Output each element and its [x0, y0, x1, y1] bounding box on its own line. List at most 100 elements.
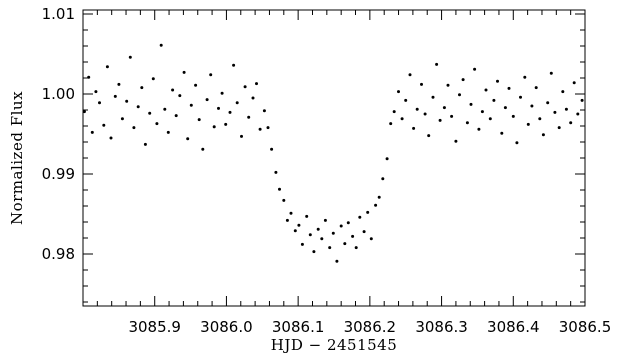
y-tick-label: 0.99	[42, 165, 75, 183]
data-point	[340, 225, 343, 228]
data-point	[558, 126, 561, 129]
data-point	[523, 76, 526, 79]
data-point	[259, 128, 262, 131]
data-point	[194, 84, 197, 87]
data-point	[229, 111, 232, 114]
data-point	[155, 122, 158, 125]
data-point	[512, 115, 515, 118]
data-point	[381, 177, 384, 180]
data-point	[247, 116, 250, 119]
data-point	[163, 108, 166, 111]
y-tick-label: 0.98	[42, 245, 75, 263]
data-point	[473, 68, 476, 71]
data-point	[508, 87, 511, 90]
data-point	[221, 92, 224, 95]
x-tick-label: 3086.2	[344, 318, 397, 336]
data-point	[309, 233, 312, 236]
data-point	[301, 243, 304, 246]
data-point	[386, 157, 389, 160]
data-point	[409, 73, 412, 76]
data-point	[121, 117, 124, 120]
data-point	[412, 127, 415, 130]
data-point	[458, 93, 461, 96]
data-point	[530, 105, 533, 108]
data-point	[167, 131, 170, 134]
data-point	[94, 90, 97, 93]
data-point	[347, 221, 350, 224]
data-point	[343, 242, 346, 245]
data-point	[538, 117, 541, 120]
data-point	[527, 123, 530, 126]
data-point	[550, 72, 553, 75]
x-tick-label: 3086.4	[487, 318, 540, 336]
plot-frame	[83, 10, 585, 306]
data-point	[569, 121, 572, 124]
data-point	[236, 101, 239, 104]
data-point	[374, 204, 377, 207]
x-tick-label: 3086.1	[272, 318, 325, 336]
data-point	[312, 250, 315, 253]
data-point	[148, 112, 151, 115]
data-point	[351, 235, 354, 238]
data-point	[485, 89, 488, 92]
y-tick-labels: 0.98 0.99 1.00 1.01	[42, 5, 75, 263]
data-point	[328, 246, 331, 249]
data-point	[152, 77, 155, 80]
data-point	[576, 113, 579, 116]
data-point	[198, 118, 201, 121]
data-point	[106, 65, 109, 68]
data-point	[305, 215, 308, 218]
data-point	[171, 89, 174, 92]
data-point	[201, 148, 204, 151]
data-point	[252, 97, 255, 100]
data-point	[492, 99, 495, 102]
data-point	[393, 110, 396, 113]
data-point	[470, 103, 473, 106]
data-point	[477, 128, 480, 131]
data-point	[263, 109, 266, 112]
data-point	[217, 107, 220, 110]
data-point	[282, 199, 285, 202]
data-point	[137, 105, 140, 108]
data-point	[370, 237, 373, 240]
data-point	[209, 73, 212, 76]
data-point	[363, 230, 366, 233]
x-tick-label: 3086.3	[415, 318, 468, 336]
data-point	[481, 110, 484, 113]
data-point	[98, 101, 101, 104]
data-point	[332, 232, 335, 235]
data-point	[186, 137, 189, 140]
data-point	[573, 81, 576, 84]
data-point	[144, 143, 147, 146]
data-point	[432, 96, 435, 99]
data-point	[206, 98, 209, 101]
data-point	[183, 71, 186, 74]
data-point	[389, 122, 392, 125]
data-point	[581, 99, 584, 102]
data-point	[224, 123, 227, 126]
y-axis-title: Normalized Flux	[8, 91, 26, 225]
data-point	[454, 140, 457, 143]
data-point	[404, 99, 407, 102]
data-point	[140, 86, 143, 89]
data-point	[358, 216, 361, 219]
data-point	[416, 108, 419, 111]
data-point	[91, 131, 94, 134]
data-point	[190, 104, 193, 107]
data-point	[255, 82, 258, 85]
data-point	[401, 117, 404, 120]
data-point	[542, 133, 545, 136]
data-point	[160, 44, 163, 47]
data-point	[450, 115, 453, 118]
data-point	[489, 117, 492, 120]
data-point	[397, 90, 400, 93]
data-point	[132, 126, 135, 129]
data-point	[320, 237, 323, 240]
data-point	[366, 211, 369, 214]
data-point	[439, 119, 442, 122]
y-tick-label: 1.00	[42, 85, 75, 103]
data-point	[553, 111, 556, 114]
data-point	[114, 95, 117, 98]
data-point	[515, 141, 518, 144]
data-point	[125, 100, 128, 103]
